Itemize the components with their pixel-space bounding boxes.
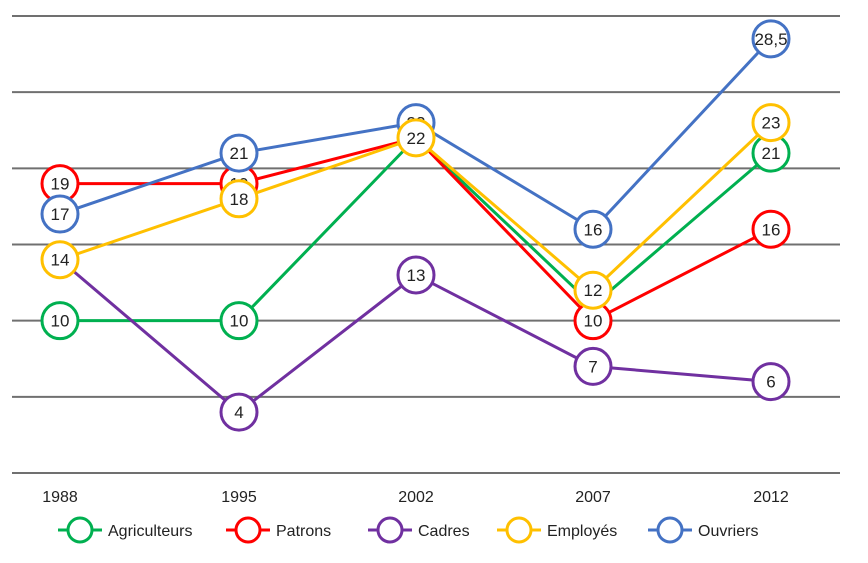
data-point: 17 <box>40 194 80 234</box>
data-label: 10 <box>51 312 70 331</box>
data-point: 18 <box>219 179 259 219</box>
data-label: 13 <box>407 266 426 285</box>
data-point: 21 <box>219 133 259 173</box>
data-point-marker <box>751 362 791 402</box>
data-label: 21 <box>762 144 781 163</box>
legend-marker <box>234 516 262 544</box>
data-label: 17 <box>51 205 70 224</box>
data-point-marker <box>573 209 613 249</box>
data-point: 23 <box>751 103 791 143</box>
data-label: 10 <box>584 312 603 331</box>
data-point: 4 <box>219 392 259 432</box>
legend-marker <box>376 516 404 544</box>
data-label: 22 <box>407 129 426 148</box>
data-label: 16 <box>584 220 603 239</box>
data-point-marker <box>219 179 259 219</box>
data-point: 10 <box>219 301 259 341</box>
x-tick-label: 2007 <box>575 489 611 506</box>
legend-item: Patrons <box>226 516 331 544</box>
data-point: 14 <box>40 240 80 280</box>
data-label: 21 <box>230 144 249 163</box>
data-point-marker <box>751 19 791 59</box>
data-label: 18 <box>230 190 249 209</box>
data-point: 19 <box>40 164 80 204</box>
legend-marker <box>66 516 94 544</box>
data-label: 28,5 <box>754 30 787 49</box>
data-point: 6 <box>751 362 791 402</box>
x-tick-label: 2002 <box>398 489 434 506</box>
legend-marker <box>656 516 684 544</box>
legend-label: Cadres <box>418 523 470 540</box>
data-point: 22 <box>396 118 436 158</box>
data-label: 10 <box>230 312 249 331</box>
legend-item: Ouvriers <box>648 516 758 544</box>
data-point: 12 <box>573 270 613 310</box>
legend-marker <box>505 516 533 544</box>
data-point: 7 <box>573 346 613 386</box>
legend-label: Employés <box>547 523 617 540</box>
data-label: 4 <box>234 403 243 422</box>
legend-label: Patrons <box>276 523 331 540</box>
data-label: 16 <box>762 220 781 239</box>
data-point-marker <box>573 346 613 386</box>
data-label: 14 <box>51 251 70 270</box>
data-point: 28,5 <box>751 19 791 59</box>
data-point-marker <box>219 301 259 341</box>
data-point: 16 <box>751 209 791 249</box>
data-point-marker <box>751 209 791 249</box>
legend-item: Employés <box>497 516 617 544</box>
data-point-marker <box>40 301 80 341</box>
data-point-marker <box>751 103 791 143</box>
data-label: 19 <box>51 175 70 194</box>
legend-label: Ouvriers <box>698 523 758 540</box>
data-label: 23 <box>762 114 781 133</box>
data-point: 21 <box>751 133 791 173</box>
data-point-marker <box>219 392 259 432</box>
data-point: 10 <box>40 301 80 341</box>
data-point: 13 <box>396 255 436 295</box>
x-tick-label: 2012 <box>753 489 789 506</box>
data-label: 6 <box>766 373 775 392</box>
data-label: 7 <box>588 357 597 376</box>
legend-label: Agriculteurs <box>108 523 192 540</box>
legend-item: Cadres <box>368 516 470 544</box>
data-point-marker <box>573 270 613 310</box>
data-point-marker <box>396 255 436 295</box>
data-label: 12 <box>584 281 603 300</box>
data-point-marker <box>40 194 80 234</box>
x-tick-label: 1995 <box>221 489 257 506</box>
legend-item: Agriculteurs <box>58 516 192 544</box>
x-tick-label: 1988 <box>42 489 78 506</box>
data-point-marker <box>219 133 259 173</box>
data-point: 16 <box>573 209 613 249</box>
data-point-marker <box>396 118 436 158</box>
data-point-marker <box>40 240 80 280</box>
